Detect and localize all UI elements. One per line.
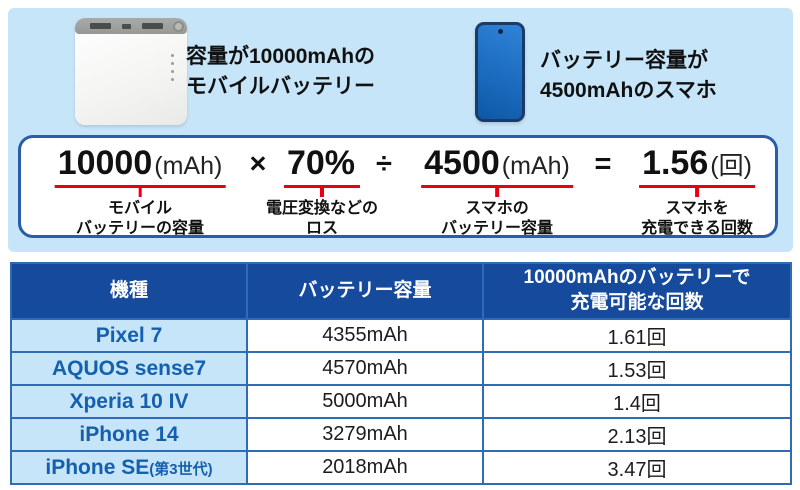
- capacity-cell: 4570mAh: [246, 351, 484, 386]
- smartphone-screen: [478, 25, 522, 119]
- table-row: iPhone SE(第3世代) 2018mAh 3.47回: [10, 450, 792, 485]
- formula-value: 1.56 (回): [639, 144, 755, 188]
- micro-usb-port-icon: [122, 23, 131, 29]
- model-cell: iPhone SE(第3世代): [10, 450, 248, 485]
- smartphone-camera-icon: [497, 29, 503, 34]
- smartphone-image: [475, 22, 525, 122]
- table-row: AQUOS sense7 4570mAh 1.53回: [10, 351, 792, 386]
- formula-box: 10000 (mAh) モバイル バッテリーの容量 × 70% 電圧変換などの ロ…: [18, 135, 778, 238]
- charges-cell: 1.4回: [482, 384, 792, 419]
- top-panel: 容量が10000mAhの モバイルバッテリー バッテリー容量が 4500mAhの…: [8, 8, 793, 252]
- col-header-capacity: バッテリー容量: [246, 262, 484, 320]
- col-header-model: 機種: [10, 262, 248, 320]
- capacity-cell: 5000mAh: [246, 384, 484, 419]
- powerbank-caption-line1: 容量が10000mAhの: [186, 45, 376, 68]
- formula-value: 4500 (mAh): [421, 144, 573, 188]
- table-row: iPhone 14 3279mAh 2.13回: [10, 417, 792, 452]
- formula-term-mobile-battery-capacity: 10000 (mAh) モバイル バッテリーの容量: [54, 144, 226, 240]
- pointer-tick: [695, 188, 699, 197]
- formula-value: 10000 (mAh): [54, 144, 226, 188]
- multiply-operator: ×: [249, 148, 267, 180]
- table-row: Pixel 7 4355mAh 1.61回: [10, 318, 792, 353]
- charges-cell: 3.47回: [482, 450, 792, 485]
- battery-led-indicator: [171, 54, 174, 81]
- smartphone-caption-line1: バッテリー容量が: [540, 49, 708, 72]
- formula-term-label: モバイル バッテリーの容量: [75, 200, 205, 238]
- pointer-tick: [495, 188, 499, 197]
- divide-operator: ÷: [376, 148, 392, 180]
- charges-cell: 1.61回: [482, 318, 792, 353]
- model-cell: Xperia 10 IV: [10, 384, 248, 419]
- formula-term-label: スマホを 充電できる回数: [641, 200, 753, 238]
- model-cell: iPhone 14: [10, 417, 248, 452]
- powerbank-ports: [75, 18, 187, 34]
- capacity-cell: 3279mAh: [246, 417, 484, 452]
- powerbank-caption-line2: モバイルバッテリー: [186, 75, 375, 99]
- formula-term-conversion-loss: 70% 電圧変換などの ロス: [266, 144, 378, 240]
- model-cell: Pixel 7: [10, 318, 248, 353]
- col-header-charges: 10000mAhのバッテリーで 充電可能な回数: [482, 262, 792, 320]
- power-button-icon: [173, 20, 184, 32]
- formula-value: 70%: [283, 144, 361, 188]
- smartphone-caption: バッテリー容量が 4500mAhのスマホ: [540, 46, 717, 107]
- formula-term-charge-count: 1.56 (回) スマホを 充電できる回数: [639, 144, 755, 240]
- powerbank-caption: 容量が10000mAhの モバイルバッテリー: [186, 42, 375, 103]
- formula-term-smartphone-capacity: 4500 (mAh) スマホの バッテリー容量: [421, 144, 573, 240]
- pointer-tick: [320, 188, 324, 197]
- charges-cell: 2.13回: [482, 417, 792, 452]
- pointer-tick: [138, 188, 142, 197]
- table-header-row: 機種 バッテリー容量 10000mAhのバッテリーで 充電可能な回数: [10, 262, 792, 320]
- formula-term-label: スマホの バッテリー容量: [440, 200, 554, 238]
- smartphone-caption-line2: 4500mAhのスマホ: [540, 79, 717, 103]
- model-cell: AQUOS sense7: [10, 351, 248, 386]
- capacity-cell: 4355mAh: [246, 318, 484, 353]
- powerbank-image: [75, 18, 187, 125]
- charges-cell: 1.53回: [482, 351, 792, 386]
- capacity-cell: 2018mAh: [246, 450, 484, 485]
- equals-operator: =: [594, 148, 612, 180]
- usb-port-icon: [142, 23, 163, 29]
- battery-comparison-table: 機種 バッテリー容量 10000mAhのバッテリーで 充電可能な回数 Pixel…: [10, 262, 792, 485]
- formula-term-label: 電圧変換などの ロス: [265, 200, 379, 238]
- table-row: Xperia 10 IV 5000mAh 1.4回: [10, 384, 792, 419]
- usb-port-icon: [90, 23, 111, 29]
